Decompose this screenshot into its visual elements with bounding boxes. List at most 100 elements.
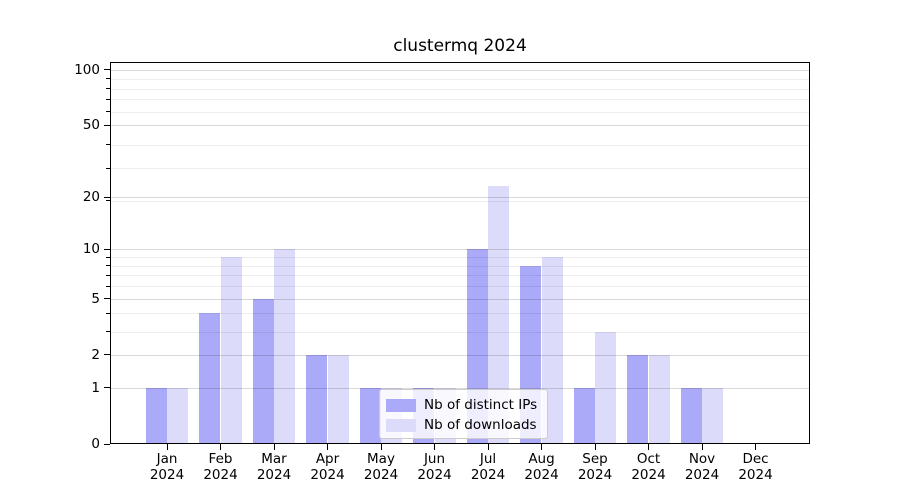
- month-year: 2024: [149, 466, 185, 483]
- x-axis-tick: [273, 444, 275, 450]
- y-axis-tick-label: 20: [82, 189, 100, 205]
- y-axis-tick-label: 5: [91, 290, 100, 307]
- grid-major-line: [111, 69, 809, 71]
- bar-ips-may: [359, 387, 381, 444]
- legend-label-downloads: Nb of downloads: [424, 417, 537, 433]
- month-year: 2024: [363, 466, 399, 483]
- grid-minor-line: [111, 275, 809, 277]
- y-axis-tick: [104, 298, 110, 300]
- grid-major-line: [111, 249, 809, 251]
- month-name: Mar: [261, 451, 287, 467]
- grid-minor-line: [111, 200, 809, 202]
- month-name: Dec: [742, 451, 769, 467]
- y-axis-minor-tick: [106, 265, 110, 267]
- legend-entry-downloads: Nb of downloads: [386, 415, 547, 435]
- y-axis-tick: [104, 354, 110, 356]
- x-axis-tick: [487, 444, 489, 450]
- legend-swatch-downloads-icon: [386, 418, 416, 432]
- month-year: 2024: [310, 466, 345, 483]
- y-axis-minor-tick: [106, 144, 110, 146]
- month-name: Jul: [479, 451, 497, 467]
- x-axis-tick: [380, 444, 382, 450]
- bar-ips-mar: [252, 298, 274, 444]
- month-year: 2024: [203, 466, 238, 483]
- bar-downloads-nov: [702, 387, 724, 444]
- y-axis-tick-label: 50: [82, 117, 100, 134]
- y-axis-minor-tick: [106, 256, 110, 258]
- bar-downloads-oct: [648, 354, 670, 444]
- grid-minor-line: [111, 257, 809, 259]
- grid-minor-line: [111, 88, 809, 90]
- grid-minor-line: [111, 78, 809, 80]
- bar-ips-apr: [306, 354, 328, 444]
- month-name: Nov: [688, 451, 716, 467]
- month-year: 2024: [577, 466, 613, 483]
- month-year: 2024: [684, 466, 720, 483]
- legend: Nb of distinct IPs Nb of downloads: [379, 389, 548, 439]
- y-axis-tick-label: 1: [91, 379, 100, 396]
- x-axis-tick: [701, 444, 703, 450]
- y-axis-minor-tick: [106, 331, 110, 333]
- grid-major-line: [111, 197, 809, 198]
- y-axis-minor-tick: [106, 200, 110, 202]
- month-year: 2024: [470, 466, 506, 483]
- y-axis-minor-tick: [106, 88, 110, 89]
- bar-downloads-mar: [274, 249, 296, 444]
- bar-ips-feb: [199, 313, 221, 444]
- grid-minor-line: [111, 331, 809, 333]
- grid-major-line: [111, 387, 809, 389]
- legend-entry-ips: Nb of distinct IPs: [386, 395, 547, 415]
- x-axis-tick: [594, 444, 596, 450]
- bar-downloads-jan: [167, 387, 189, 444]
- grid-minor-line: [111, 265, 809, 267]
- y-axis-tick: [104, 124, 110, 126]
- x-axis-tick: [541, 444, 542, 450]
- legend-label-ips: Nb of distinct IPs: [424, 397, 538, 413]
- x-axis-tick: [327, 444, 328, 450]
- bar-downloads-feb: [220, 257, 242, 444]
- y-axis-minor-tick: [106, 274, 110, 276]
- legend-swatch-ips-icon: [386, 398, 416, 412]
- x-axis-month-label: Jul 2024: [456, 451, 520, 483]
- y-axis-tick: [104, 69, 110, 71]
- y-axis-tick-label: 10: [82, 241, 100, 258]
- x-axis-month-label: Oct 2024: [617, 451, 681, 483]
- grid-major-line: [111, 125, 809, 127]
- month-year: 2024: [631, 466, 666, 483]
- y-axis-tick-label: 2: [91, 346, 100, 363]
- bar-ips-oct: [627, 354, 649, 444]
- x-axis-tick: [755, 444, 756, 450]
- x-axis-month-label: Sep 2024: [563, 451, 627, 483]
- y-axis-minor-tick: [106, 285, 110, 287]
- grid-minor-line: [111, 111, 809, 113]
- y-axis-tick-label: 100: [74, 61, 100, 78]
- x-axis-month-label: Dec 2024: [724, 451, 788, 483]
- grid-major-line: [111, 298, 809, 300]
- x-axis-month-label: Mar 2024: [242, 451, 306, 483]
- month-name: Sep: [582, 451, 608, 467]
- y-axis-tick: [104, 248, 110, 250]
- month-year: 2024: [256, 466, 292, 483]
- month-name: May: [367, 451, 395, 467]
- y-axis-minor-tick: [106, 78, 110, 80]
- grid-minor-line: [111, 144, 809, 146]
- grid-minor-line: [111, 99, 809, 101]
- x-axis-month-label: May 2024: [349, 451, 413, 483]
- x-axis-month-label: Apr 2024: [296, 451, 360, 483]
- month-name: Aug: [528, 451, 555, 467]
- y-axis-tick: [104, 196, 110, 198]
- month-name: Jun: [423, 451, 446, 467]
- y-axis-minor-tick: [106, 111, 110, 113]
- month-year: 2024: [524, 466, 559, 483]
- chart-title: clustermq 2024: [393, 36, 527, 56]
- grid-minor-line: [111, 168, 809, 170]
- month-year: 2024: [417, 466, 452, 483]
- bar-downloads-jul: [488, 186, 510, 444]
- month-year: 2024: [738, 466, 773, 483]
- x-axis-tick: [220, 444, 221, 450]
- bar-ips-jan: [145, 387, 167, 444]
- grid-minor-line: [111, 313, 809, 315]
- grid-minor-line: [111, 286, 809, 288]
- x-axis-month-label: Aug 2024: [510, 451, 574, 483]
